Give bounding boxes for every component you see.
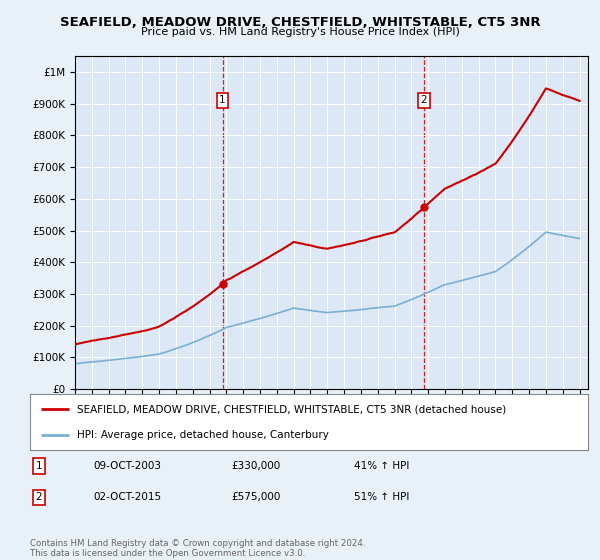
- Text: SEAFIELD, MEADOW DRIVE, CHESTFIELD, WHITSTABLE, CT5 3NR: SEAFIELD, MEADOW DRIVE, CHESTFIELD, WHIT…: [59, 16, 541, 29]
- Text: £330,000: £330,000: [231, 461, 280, 471]
- Text: 1: 1: [219, 95, 226, 105]
- Text: £575,000: £575,000: [231, 492, 280, 502]
- Text: 1: 1: [35, 461, 43, 471]
- Text: Price paid vs. HM Land Registry's House Price Index (HPI): Price paid vs. HM Land Registry's House …: [140, 27, 460, 38]
- Text: 02-OCT-2015: 02-OCT-2015: [93, 492, 161, 502]
- Text: 2: 2: [421, 95, 427, 105]
- Text: HPI: Average price, detached house, Canterbury: HPI: Average price, detached house, Cant…: [77, 430, 329, 440]
- Text: Contains HM Land Registry data © Crown copyright and database right 2024.
This d: Contains HM Land Registry data © Crown c…: [30, 539, 365, 558]
- Text: 41% ↑ HPI: 41% ↑ HPI: [354, 461, 409, 471]
- Text: 2: 2: [35, 492, 43, 502]
- Text: 51% ↑ HPI: 51% ↑ HPI: [354, 492, 409, 502]
- Text: SEAFIELD, MEADOW DRIVE, CHESTFIELD, WHITSTABLE, CT5 3NR (detached house): SEAFIELD, MEADOW DRIVE, CHESTFIELD, WHIT…: [77, 404, 506, 414]
- Text: 09-OCT-2003: 09-OCT-2003: [93, 461, 161, 471]
